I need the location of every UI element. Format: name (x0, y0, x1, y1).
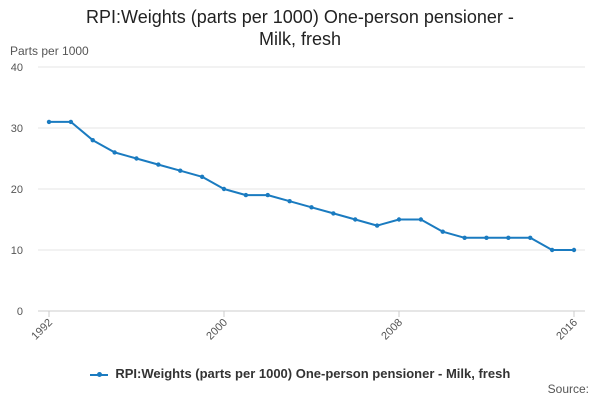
chart-title: RPI:Weights (parts per 1000) One-person … (0, 6, 600, 50)
legend-label: RPI:Weights (parts per 1000) One-person … (115, 366, 511, 381)
data-point[interactable] (287, 199, 292, 204)
y-axis-ticks: 0 10 20 30 40 (11, 62, 23, 318)
data-point[interactable] (440, 229, 445, 234)
y-tick-label: 40 (11, 62, 23, 74)
y-tick-label: 20 (11, 184, 23, 196)
data-point[interactable] (484, 235, 489, 240)
data-point[interactable] (462, 235, 467, 240)
legend: RPI:Weights (parts per 1000) One-person … (0, 366, 600, 381)
series-line (49, 120, 574, 251)
data-point[interactable] (265, 192, 270, 198)
y-tick-label: 10 (11, 245, 23, 257)
x-axis-ticks: 1992 2000 2008 2016 (29, 311, 580, 342)
x-tick-label: 2008 (379, 317, 405, 343)
data-point[interactable] (309, 205, 314, 210)
data-point[interactable] (528, 235, 533, 240)
x-tick-label: 2016 (554, 317, 580, 343)
data-point[interactable] (199, 174, 205, 179)
x-tick-label: 2000 (204, 317, 230, 343)
data-point[interactable] (353, 217, 358, 222)
series-group (46, 119, 577, 253)
data-point[interactable] (331, 211, 336, 216)
gridlines (38, 66, 585, 312)
data-point[interactable] (374, 223, 380, 228)
data-point[interactable] (156, 162, 161, 167)
data-point[interactable] (221, 186, 227, 192)
legend-swatch (89, 371, 108, 377)
data-point[interactable] (506, 235, 511, 240)
y-tick-label: 30 (11, 123, 23, 135)
data-point[interactable] (243, 192, 249, 198)
data-point[interactable] (112, 150, 117, 155)
y-tick-label: 0 (17, 306, 23, 318)
data-point[interactable] (418, 217, 424, 222)
data-point[interactable] (90, 138, 95, 143)
data-point[interactable] (46, 119, 52, 125)
y-axis-label: Parts per 1000 (10, 44, 89, 58)
data-point[interactable] (134, 156, 139, 161)
data-point[interactable] (178, 168, 183, 173)
x-tick-label: 1992 (29, 317, 55, 343)
data-point[interactable] (68, 119, 74, 125)
data-point[interactable] (549, 247, 555, 253)
data-point[interactable] (396, 217, 402, 222)
chart-title-text: RPI:Weights (parts per 1000) One-person … (86, 7, 514, 49)
source-label: Source: (547, 382, 589, 396)
data-point[interactable] (571, 247, 577, 253)
